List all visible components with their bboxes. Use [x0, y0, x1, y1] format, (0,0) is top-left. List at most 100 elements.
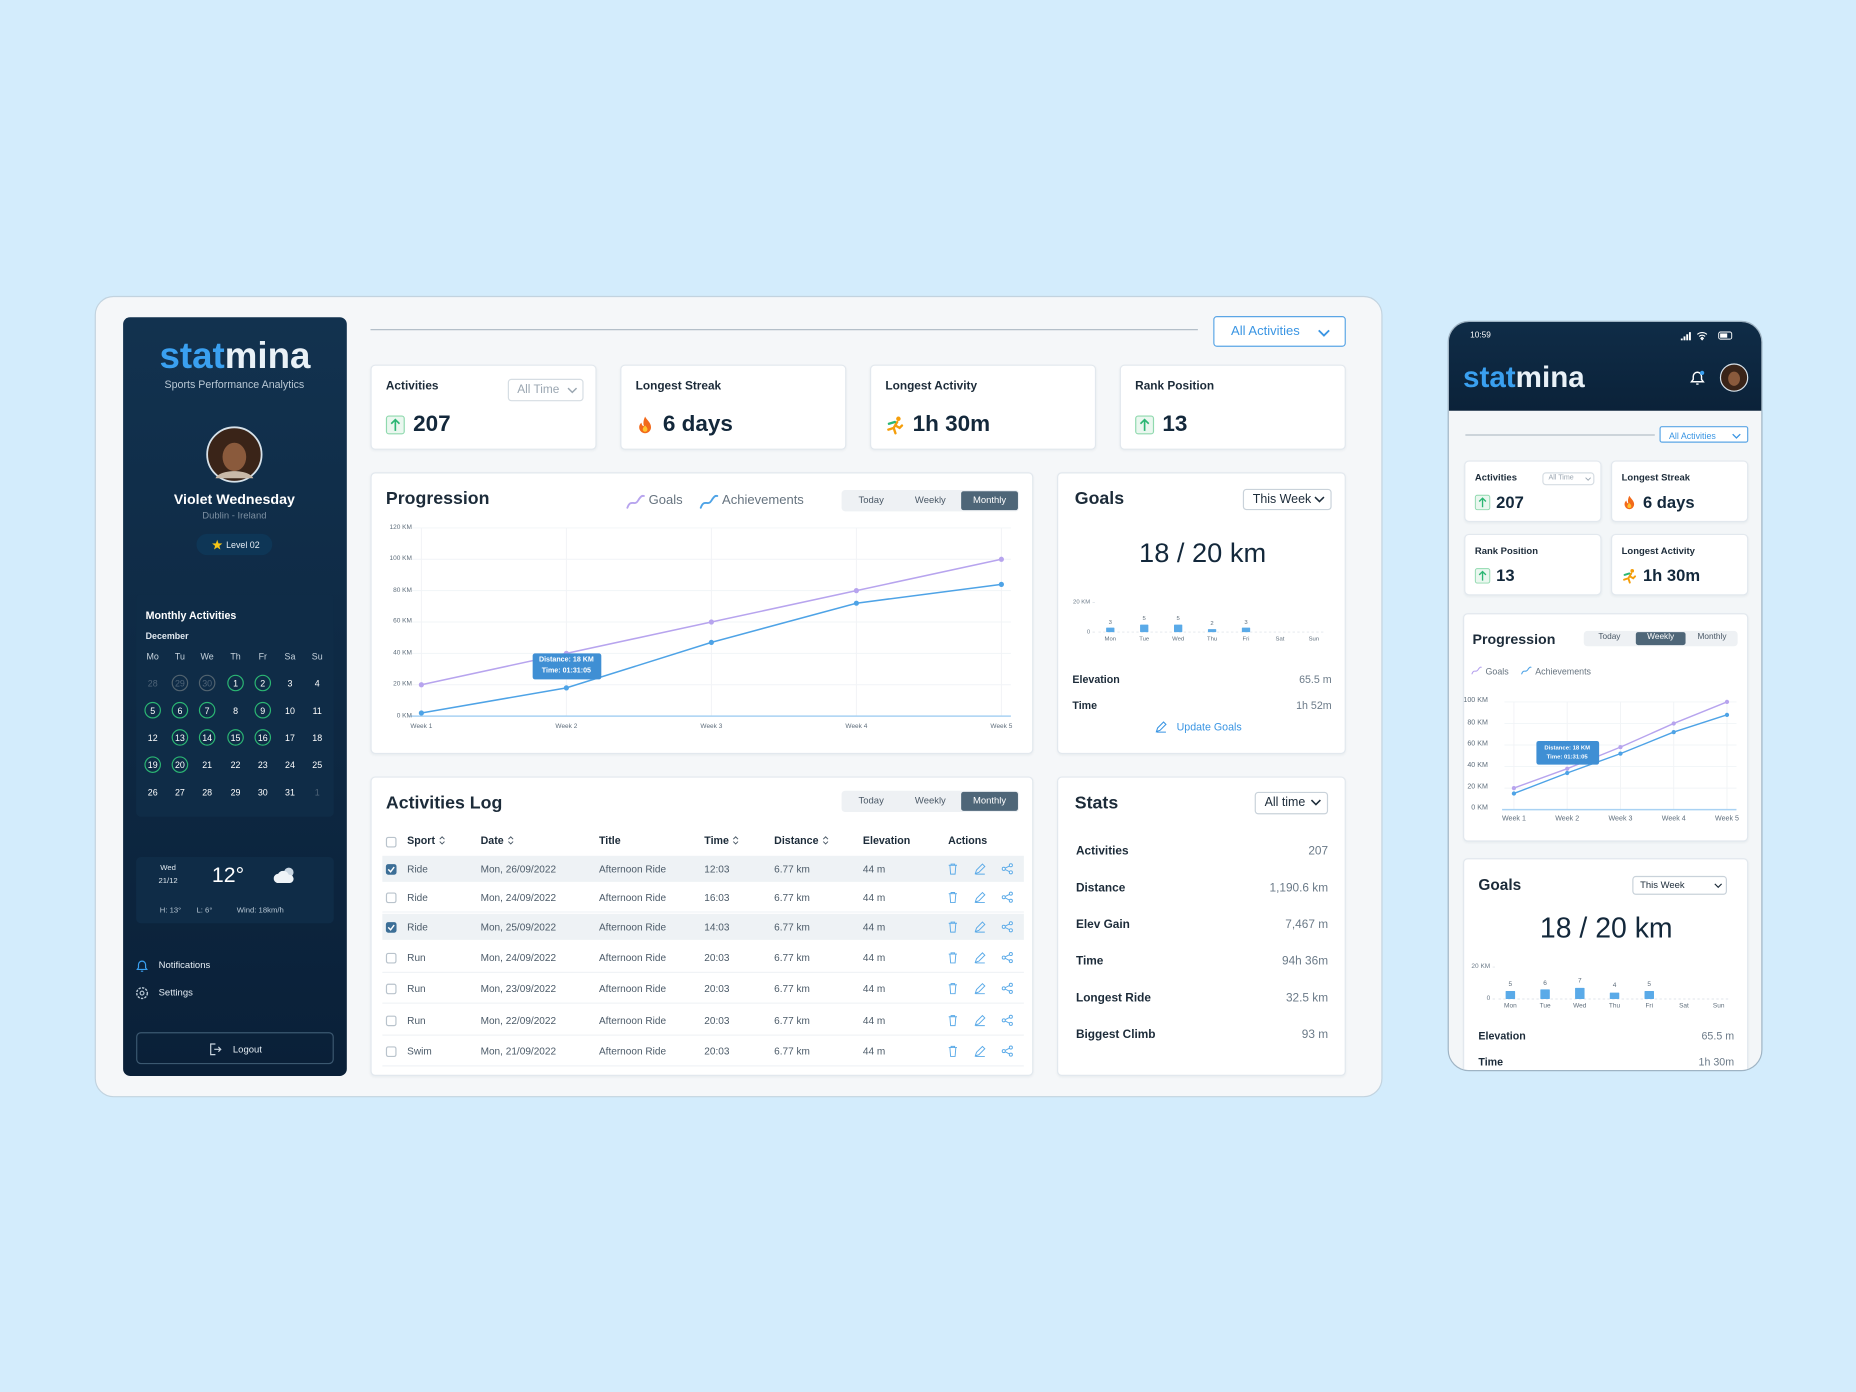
kpi-value: 6 days	[662, 411, 733, 437]
level-label: Level 02	[226, 539, 260, 550]
y-tick-label: 0	[1086, 628, 1091, 636]
checkbox[interactable]	[385, 836, 396, 847]
y-tick-label: 60 KM	[393, 618, 412, 626]
share-icon	[1001, 952, 1013, 964]
checkbox[interactable]	[385, 983, 396, 994]
table-cell: 44 m	[862, 1045, 886, 1057]
table-cell: 44 m	[862, 891, 886, 904]
bar-value-label: 3	[1244, 618, 1248, 626]
checkbox[interactable]	[385, 1045, 396, 1057]
sort-icon[interactable]	[822, 835, 828, 845]
delete-icon	[948, 1015, 957, 1027]
y-tick-label: 20 KM	[393, 680, 412, 688]
dropdown[interactable]: All Time	[1542, 472, 1595, 486]
goal-total: 18 / 20 km	[1539, 912, 1673, 945]
tab[interactable]: Monthly	[961, 491, 1018, 511]
pencil	[974, 952, 986, 964]
kpi-value: 13	[1496, 565, 1515, 585]
x-tick-label: Week 4	[845, 722, 868, 730]
dropdown[interactable]: All Time	[507, 378, 584, 402]
table-cell: 44 m	[862, 982, 886, 995]
trend-up-icon	[385, 415, 405, 435]
table-cell: Afternoon Ride	[598, 1045, 667, 1057]
line-chart	[1502, 699, 1737, 811]
dropdown-label: This Week	[1640, 879, 1685, 891]
table-cell: 44 m	[862, 862, 886, 875]
tagline: Sports Performance Analytics	[164, 378, 305, 391]
y-tick-label: 40 KM	[393, 649, 412, 657]
goals-card: Goals This Week 18 / 20 km 0 20 KM Mon 5 Tue 6 We…	[1463, 858, 1749, 1071]
avatar-face	[222, 442, 247, 472]
sort-icon[interactable]	[438, 835, 445, 845]
filter-button[interactable]: All Activities	[1213, 316, 1346, 347]
sort-arrows	[732, 835, 739, 845]
bar-value-label: 5	[1508, 981, 1513, 989]
table-cell: Ride	[407, 862, 428, 875]
goal-row-label: Time	[1072, 699, 1098, 711]
calendar-day: 1	[314, 786, 320, 798]
tab-label: Today	[858, 795, 884, 807]
tab[interactable]: Today	[1585, 632, 1634, 645]
pencil	[974, 982, 986, 995]
tab[interactable]: Weekly	[902, 491, 959, 510]
tab-label: Monthly	[1697, 633, 1727, 642]
calendar: Monthly Activities December Mo Tu We Th Fr Sa Su…	[136, 594, 334, 817]
bar-value-label: 5	[1647, 981, 1652, 989]
kpi-card: Rank Position 13	[1119, 364, 1346, 450]
stat-label: Elev Gain	[1075, 918, 1130, 932]
tab-label: Today	[858, 494, 884, 506]
checkbox[interactable]	[385, 863, 396, 875]
wifi	[1696, 332, 1708, 341]
column-header: Elevation	[862, 834, 911, 846]
series-point	[418, 710, 424, 716]
checkbox[interactable]	[385, 1014, 396, 1026]
bar	[1241, 627, 1251, 633]
menu-item[interactable]	[130, 982, 272, 1003]
table-cell: Afternoon Ride	[598, 891, 667, 904]
legend-icon	[699, 494, 719, 509]
tab[interactable]: Today	[843, 792, 900, 811]
table-cell: Ride	[407, 920, 428, 933]
chevron-icon	[1585, 476, 1591, 481]
kpi-value: 1h 30m	[1642, 565, 1701, 585]
calendar-day: 15	[230, 732, 241, 743]
logo-part: stat	[1463, 361, 1516, 395]
stat-value: 32.5 km	[1285, 991, 1329, 1005]
sort-icon[interactable]	[732, 835, 739, 845]
calendar-day: 23	[257, 759, 268, 770]
weekday: Su	[311, 650, 323, 662]
weekday: Th	[230, 650, 241, 662]
dropdown[interactable]: This Week	[1242, 488, 1332, 511]
y-tick-label: 0	[1486, 995, 1491, 1003]
calendar-day: 20	[174, 759, 185, 770]
table-cell: 6.77 km	[774, 1045, 810, 1057]
calendar-month: December	[145, 630, 189, 641]
calendar-day: 4	[314, 677, 320, 689]
tab[interactable]: Today	[843, 491, 900, 510]
tab[interactable]: Monthly	[961, 791, 1018, 811]
tab[interactable]: Weekly	[902, 792, 959, 811]
calendar-day: 11	[312, 704, 322, 716]
update-goals-button[interactable]: Update Goals	[1151, 717, 1258, 736]
dropdown[interactable]: All time	[1254, 791, 1329, 815]
checkbox[interactable]	[385, 891, 396, 903]
checkbox[interactable]	[385, 921, 396, 933]
trash	[948, 1045, 957, 1057]
chevron-icon	[1714, 882, 1723, 888]
share-node	[1008, 898, 1013, 903]
kpi-value: 6 days	[1642, 491, 1695, 511]
bar-value-label: 5	[1176, 615, 1180, 623]
tab[interactable]: Monthly	[1688, 632, 1737, 645]
series-point	[708, 639, 714, 646]
stat-value: 94h 36m	[1282, 955, 1329, 969]
row-highlight	[382, 855, 1024, 882]
logout-button[interactable]: Logout	[136, 1032, 334, 1065]
filter-button[interactable]: All Activities	[1659, 426, 1749, 443]
star-icon	[212, 539, 223, 549]
dropdown[interactable]: This Week	[1632, 875, 1727, 895]
share-node	[1008, 863, 1013, 868]
column-header: Actions	[948, 834, 988, 846]
sort-icon[interactable]	[507, 835, 513, 845]
tab[interactable]: Weekly	[1636, 632, 1686, 646]
checkbox[interactable]	[385, 952, 396, 963]
